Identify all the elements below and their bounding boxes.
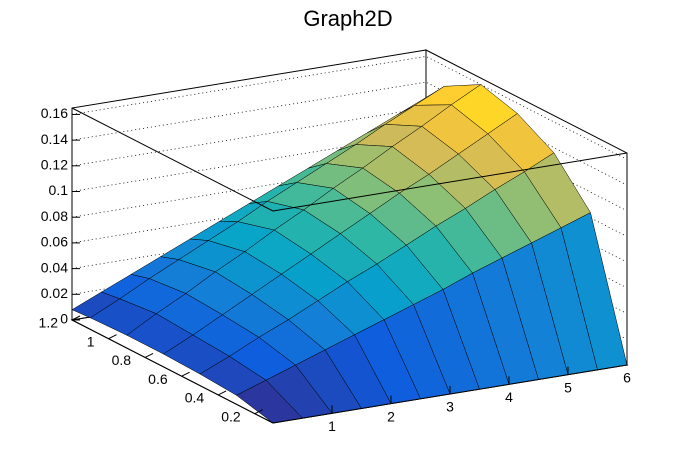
y-tick bbox=[144, 353, 154, 358]
z-tick-label: 0.08 bbox=[41, 208, 68, 224]
chart-title: Graph2D bbox=[303, 6, 392, 31]
x-tick-label: 6 bbox=[623, 370, 631, 386]
y-tick bbox=[217, 390, 227, 396]
z-tick-label: 0 bbox=[60, 311, 68, 327]
y-tick bbox=[254, 409, 263, 415]
y-tick-label: 1 bbox=[87, 333, 95, 349]
z-tick-label: 0.12 bbox=[41, 157, 68, 173]
y-tick bbox=[108, 334, 117, 340]
z-tick-label: 0.1 bbox=[49, 182, 69, 198]
y-tick bbox=[71, 315, 81, 321]
x-tick-label: 3 bbox=[446, 399, 454, 415]
y-tick-label: 0.4 bbox=[185, 390, 205, 406]
x-tick-label: 5 bbox=[564, 379, 572, 395]
z-tick-label: 0.06 bbox=[41, 234, 68, 250]
x-tick-label: 1 bbox=[328, 418, 336, 434]
y-tick bbox=[181, 371, 190, 377]
y-axis bbox=[71, 319, 274, 424]
x-tick-label: 4 bbox=[505, 389, 513, 405]
z-tick-label: 0.04 bbox=[41, 259, 68, 275]
z-tick-label: 0.14 bbox=[41, 131, 68, 147]
y-tick-label: 0.8 bbox=[112, 352, 132, 368]
z-tick-label: 0.16 bbox=[41, 105, 68, 121]
y-tick-label: 0.2 bbox=[221, 408, 241, 424]
z-tick-label: 0.02 bbox=[41, 285, 68, 301]
x-tick-label: 2 bbox=[387, 408, 395, 424]
box-edge bbox=[71, 107, 274, 212]
y-tick-label: 0.6 bbox=[148, 371, 168, 387]
y-tick-label: 1.2 bbox=[39, 315, 59, 331]
box-edge bbox=[272, 152, 628, 212]
